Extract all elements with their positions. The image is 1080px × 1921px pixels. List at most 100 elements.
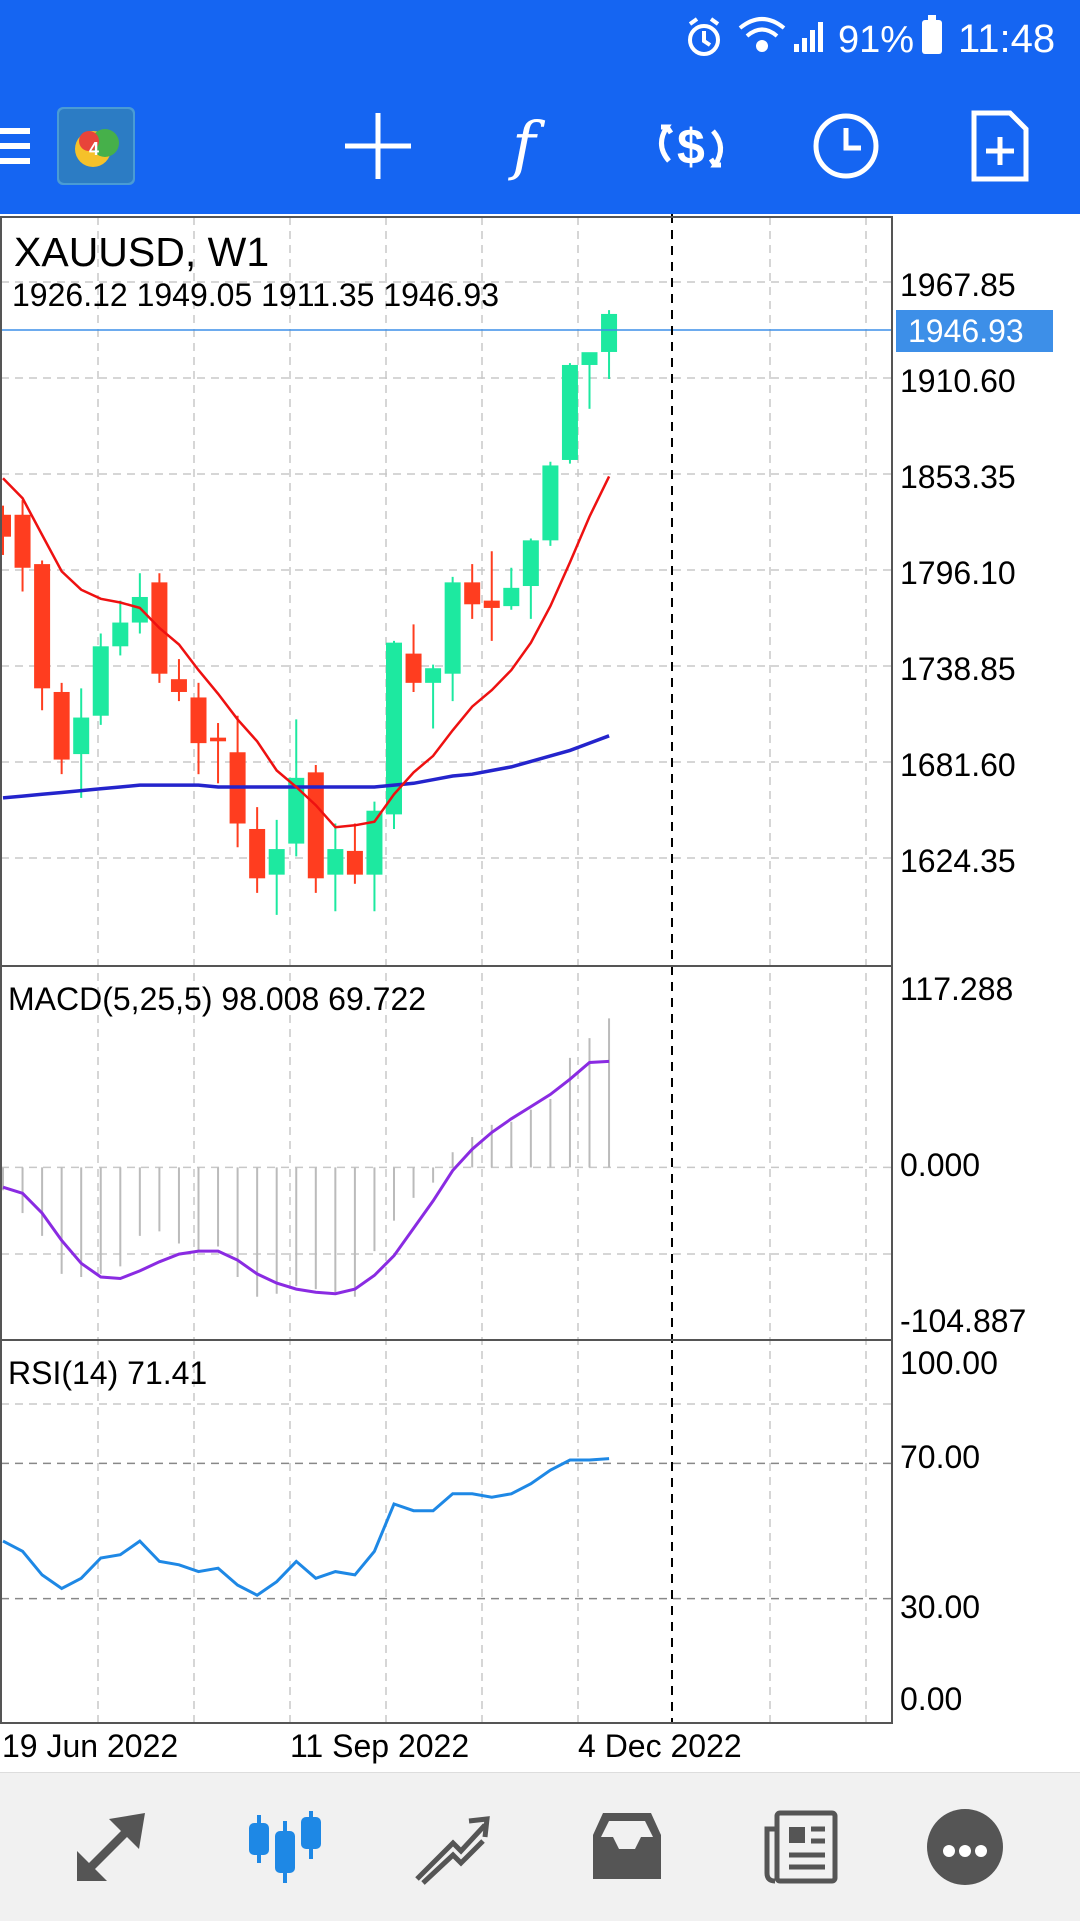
rsi-axis: 100.00 70.00 30.00 0.00 — [900, 1345, 998, 1717]
indicators-button[interactable]: f — [494, 78, 574, 214]
signal-icon — [794, 22, 823, 52]
price-axis-label: 1796.10 — [900, 555, 1016, 591]
candle-body — [190, 697, 207, 744]
candle-body — [542, 465, 559, 541]
macd-axis-label: -104.887 — [900, 1303, 1026, 1339]
candle-body — [14, 514, 31, 568]
rsi-line — [2, 1457, 610, 1597]
macd-axis-label: 117.288 — [900, 971, 1013, 1007]
toolbar: 4 f $ — [0, 78, 1080, 214]
candle-body — [34, 564, 51, 689]
nav-messages[interactable] — [900, 1773, 1030, 1921]
chart-frame — [0, 216, 893, 1724]
new-order-button[interactable] — [964, 78, 1036, 214]
history-icon — [593, 1813, 661, 1879]
nav-chart[interactable] — [220, 1773, 350, 1921]
indicators-icon: f — [508, 111, 546, 181]
candle-body — [249, 828, 266, 879]
battery-icon — [922, 15, 942, 54]
price-axis-label: 1967.85 — [900, 267, 1016, 303]
candle-body — [581, 352, 598, 365]
nav-history[interactable] — [562, 1773, 692, 1921]
svg-text:f: f — [508, 111, 546, 181]
symbol-title: XAUUSD, W1 — [14, 229, 269, 275]
rsi-panel — [1, 1457, 893, 1600]
price-axis-label: 1738.85 — [900, 651, 1016, 687]
macd-axis: 117.288 0.000 -104.887 — [900, 971, 1026, 1339]
chart-area[interactable]: XAUUSD, W1 1926.12 1949.05 1911.35 1946.… — [0, 214, 1080, 1772]
status-bar-icons: 91% 11:48 — [688, 15, 1055, 61]
symbol-change-button[interactable]: $ — [648, 78, 734, 214]
candle-body — [561, 364, 578, 460]
price-axis-label: 1681.60 — [900, 747, 1016, 783]
ohlc-values: 1926.12 1949.05 1911.35 1946.93 — [12, 277, 499, 313]
candle-body — [210, 737, 227, 742]
timeframe-button[interactable] — [806, 78, 886, 214]
app-logo: 4 — [56, 78, 136, 214]
candle-body — [405, 653, 422, 683]
candle-body — [112, 622, 129, 647]
price-label-box — [896, 310, 1053, 352]
candle-body — [327, 849, 344, 875]
time-axis-label: 11 Sep 2022 — [290, 1728, 469, 1764]
candle-body — [307, 772, 324, 879]
price-axis-label: 1624.35 — [900, 843, 1016, 879]
price-panel — [0, 310, 618, 915]
svg-text:$: $ — [677, 119, 705, 175]
candle-body — [92, 646, 109, 716]
macd-title: MACD(5,25,5) 98.008 69.722 — [8, 981, 426, 1017]
macd-signal-line — [2, 1059, 610, 1296]
rsi-axis-label: 100.00 — [900, 1345, 998, 1381]
candle-body — [53, 691, 70, 760]
bottom-nav — [0, 1772, 1080, 1921]
moving-average-fast-line — [2, 475, 611, 829]
chart-grid — [1, 217, 893, 1723]
rsi-axis-label: 0.00 — [900, 1681, 962, 1717]
nav-quotes[interactable] — [46, 1773, 176, 1921]
chart-icon — [249, 1811, 321, 1883]
candle-body — [346, 850, 363, 875]
candle-body — [444, 582, 461, 674]
candle-body — [268, 849, 285, 875]
trade-icon — [415, 1816, 490, 1885]
menu-button[interactable] — [0, 78, 40, 214]
menu-icon — [0, 128, 30, 164]
messages-icon — [927, 1809, 1003, 1885]
candle-body — [73, 717, 90, 755]
metatrader-logo-icon: 4 — [57, 107, 135, 185]
timeframe-icon — [813, 113, 879, 179]
status-bar: 91% 11:48 — [0, 0, 1080, 78]
price-axis-label: 1910.60 — [900, 363, 1016, 399]
rsi-title: RSI(14) 71.41 — [8, 1355, 207, 1391]
time-axis: 19 Jun 2022 11 Sep 2022 4 Dec 2022 — [2, 1728, 742, 1764]
candle-body — [464, 582, 481, 605]
macd-axis-label: 0.000 — [900, 1147, 980, 1183]
price-axis: 1967.85 1910.60 1853.35 1796.10 1738.85 … — [900, 267, 1016, 879]
svg-text:4: 4 — [89, 139, 99, 159]
candle-body — [288, 777, 305, 844]
candle-body — [425, 668, 442, 683]
alarm-icon — [688, 17, 720, 56]
candle-body — [503, 587, 520, 607]
news-icon — [764, 1810, 838, 1884]
candle-body — [366, 810, 383, 875]
nav-trade[interactable] — [386, 1773, 516, 1921]
crosshair-button[interactable] — [338, 78, 418, 214]
quotes-icon — [77, 1813, 145, 1881]
candle-body — [0, 514, 11, 537]
rsi-axis-label: 70.00 — [900, 1439, 980, 1475]
price-axis-label: 1853.35 — [900, 459, 1016, 495]
battery-percent: 91% — [838, 19, 914, 61]
nav-news[interactable] — [736, 1773, 866, 1921]
clock: 11:48 — [958, 17, 1055, 61]
rsi-axis-label: 30.00 — [900, 1589, 980, 1625]
time-axis-label: 4 Dec 2022 — [578, 1728, 742, 1764]
candle-body — [131, 596, 148, 623]
moving-average-slow-line — [2, 734, 610, 800]
candle-body — [170, 679, 187, 692]
new-order-icon — [971, 110, 1029, 182]
candle-body — [522, 540, 539, 587]
wifi-icon — [738, 17, 786, 52]
crosshair-icon — [345, 113, 411, 179]
candle-body — [483, 600, 500, 608]
